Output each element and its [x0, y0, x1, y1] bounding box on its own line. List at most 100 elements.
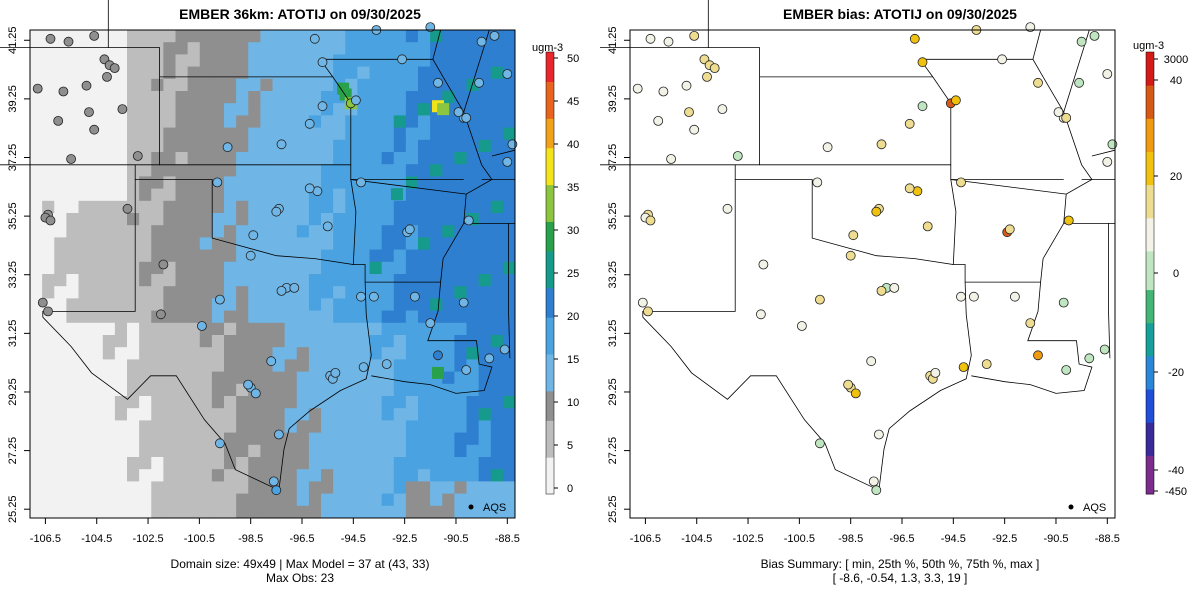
model-grid-cell	[345, 286, 358, 299]
model-grid-cell	[345, 30, 358, 43]
model-grid-cell	[296, 505, 310, 519]
model-grid-cell	[102, 432, 116, 446]
model-grid-cell	[78, 127, 92, 141]
model-grid-cell	[369, 54, 383, 67]
model-grid-cell	[54, 481, 67, 494]
colorbar-segment	[1146, 411, 1154, 418]
model-grid-cell	[454, 91, 467, 104]
aqs-station-marker	[350, 95, 361, 106]
model-grid-cell	[151, 115, 164, 128]
model-grid-cell	[345, 225, 358, 238]
model-grid-cell	[393, 164, 407, 177]
model-grid-cell	[502, 176, 516, 189]
y-tick-label: 39.25	[607, 85, 619, 113]
model-grid-cell	[272, 371, 286, 385]
aqs-station-marker	[848, 230, 859, 241]
model-grid-cell	[369, 213, 383, 226]
model-grid-cell	[199, 237, 213, 250]
model-grid-cell	[454, 78, 467, 92]
y-tick-label: 41.25	[607, 26, 619, 54]
model-grid-cell	[139, 200, 152, 214]
model-grid-cell	[466, 42, 480, 55]
model-grid-cell	[114, 176, 128, 189]
model-grid-cell	[102, 188, 116, 202]
model-grid-cell	[369, 359, 383, 372]
model-grid-cell	[478, 200, 492, 214]
model-grid-cell	[42, 176, 55, 189]
colorbar-segment	[1146, 68, 1154, 75]
model-grid-cell	[490, 261, 504, 275]
state-boundary	[1108, 223, 1111, 359]
model-grid-cell	[405, 78, 419, 92]
model-grid-cell	[236, 54, 249, 67]
model-grid-cell	[236, 225, 249, 238]
model-grid-cell	[211, 188, 225, 202]
model-grid-cell	[42, 78, 55, 92]
model-grid-cell	[442, 188, 455, 202]
model-grid-cell	[175, 420, 189, 433]
model-grid-cell	[369, 408, 383, 421]
model-grid-cell	[260, 432, 273, 446]
model-grid-cell	[272, 115, 286, 128]
colorbar-segment	[1146, 134, 1154, 141]
model-grid-cell	[308, 91, 322, 104]
model-grid-cell	[393, 493, 407, 507]
model-grid-cell	[454, 335, 467, 348]
model-grid-cell	[151, 249, 164, 263]
model-grid-cell	[405, 30, 419, 43]
model-grid-cell	[369, 457, 383, 470]
model-grid-cell	[224, 505, 237, 519]
model-grid-cell	[478, 274, 492, 287]
model-grid-cell	[66, 335, 79, 348]
model-grid-cell	[321, 127, 334, 141]
state-boundary	[42, 179, 136, 318]
model-grid-cell	[224, 274, 237, 287]
aqs-station-marker	[822, 142, 833, 153]
colorbar-segment	[1146, 295, 1154, 302]
aqs-station-marker	[250, 388, 261, 399]
model-grid-cell	[418, 274, 431, 287]
x-tick-label: -92.5	[992, 533, 1017, 545]
model-grid-cell	[296, 30, 310, 43]
model-grid-cell	[54, 188, 67, 202]
model-grid-cell	[454, 249, 467, 263]
model-grid-cell	[454, 383, 467, 397]
model-grid-cell	[478, 249, 492, 263]
model-grid-cell	[284, 78, 298, 92]
model-grid-cell	[102, 469, 116, 482]
model-grid-cell	[211, 493, 225, 507]
model-grid-cell	[248, 164, 261, 177]
x-tick-label: -102.5	[132, 533, 163, 545]
model-grid-cell	[187, 66, 201, 80]
model-grid-cell	[284, 103, 298, 116]
model-grid-cell	[308, 42, 322, 55]
model-grid-cell	[478, 54, 492, 67]
model-grid-cell	[284, 469, 298, 482]
model-grid-cell	[114, 237, 128, 250]
model-grid-cell	[151, 322, 164, 336]
model-grid-cell	[236, 420, 249, 433]
model-grid-cell	[478, 420, 492, 433]
model-grid-cell	[442, 286, 455, 299]
model-grid-cell	[139, 66, 152, 80]
aqs-station-marker	[1089, 31, 1100, 41]
model-grid-cell	[42, 371, 55, 385]
model-grid-cell	[42, 408, 55, 421]
model-grid-cell	[187, 30, 201, 43]
model-grid-cell	[478, 444, 492, 458]
model-grid-cell	[187, 420, 201, 433]
model-grid-cell	[127, 54, 140, 67]
model-grid-cell	[369, 91, 383, 104]
model-grid-cell	[418, 237, 431, 250]
model-grid-cell	[236, 457, 249, 470]
model-grid-cell	[78, 493, 92, 507]
model-grid-cell	[321, 396, 334, 409]
model-grid-cell	[66, 493, 79, 507]
model-grid-cell	[199, 359, 213, 372]
model-grid-cell	[466, 408, 480, 421]
model-grid-cell	[272, 322, 286, 336]
model-grid-cell	[418, 127, 431, 141]
model-grid-cell	[454, 274, 467, 287]
model-grid-cell	[90, 457, 104, 470]
model-grid-cell	[466, 274, 480, 287]
